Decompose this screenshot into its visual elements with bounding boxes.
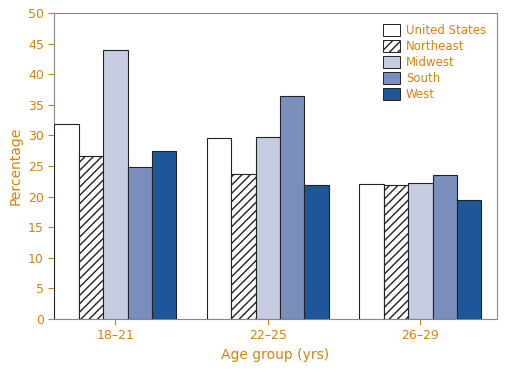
Bar bbox=[280, 97, 305, 319]
Bar bbox=[305, 185, 329, 319]
Bar bbox=[457, 199, 481, 319]
Bar bbox=[433, 175, 457, 319]
Bar bbox=[256, 137, 280, 319]
Bar bbox=[231, 174, 256, 319]
Bar bbox=[207, 138, 231, 319]
X-axis label: Age group (yrs): Age group (yrs) bbox=[221, 348, 330, 361]
Bar bbox=[79, 156, 103, 319]
Bar bbox=[103, 50, 128, 319]
Bar bbox=[152, 151, 176, 319]
Bar bbox=[360, 184, 384, 319]
Bar bbox=[384, 185, 408, 319]
Bar bbox=[55, 124, 79, 319]
Y-axis label: Percentage: Percentage bbox=[9, 127, 22, 205]
Legend: United States, Northeast, Midwest, South, West: United States, Northeast, Midwest, South… bbox=[379, 19, 491, 106]
Bar bbox=[128, 167, 152, 319]
Bar bbox=[408, 182, 433, 319]
